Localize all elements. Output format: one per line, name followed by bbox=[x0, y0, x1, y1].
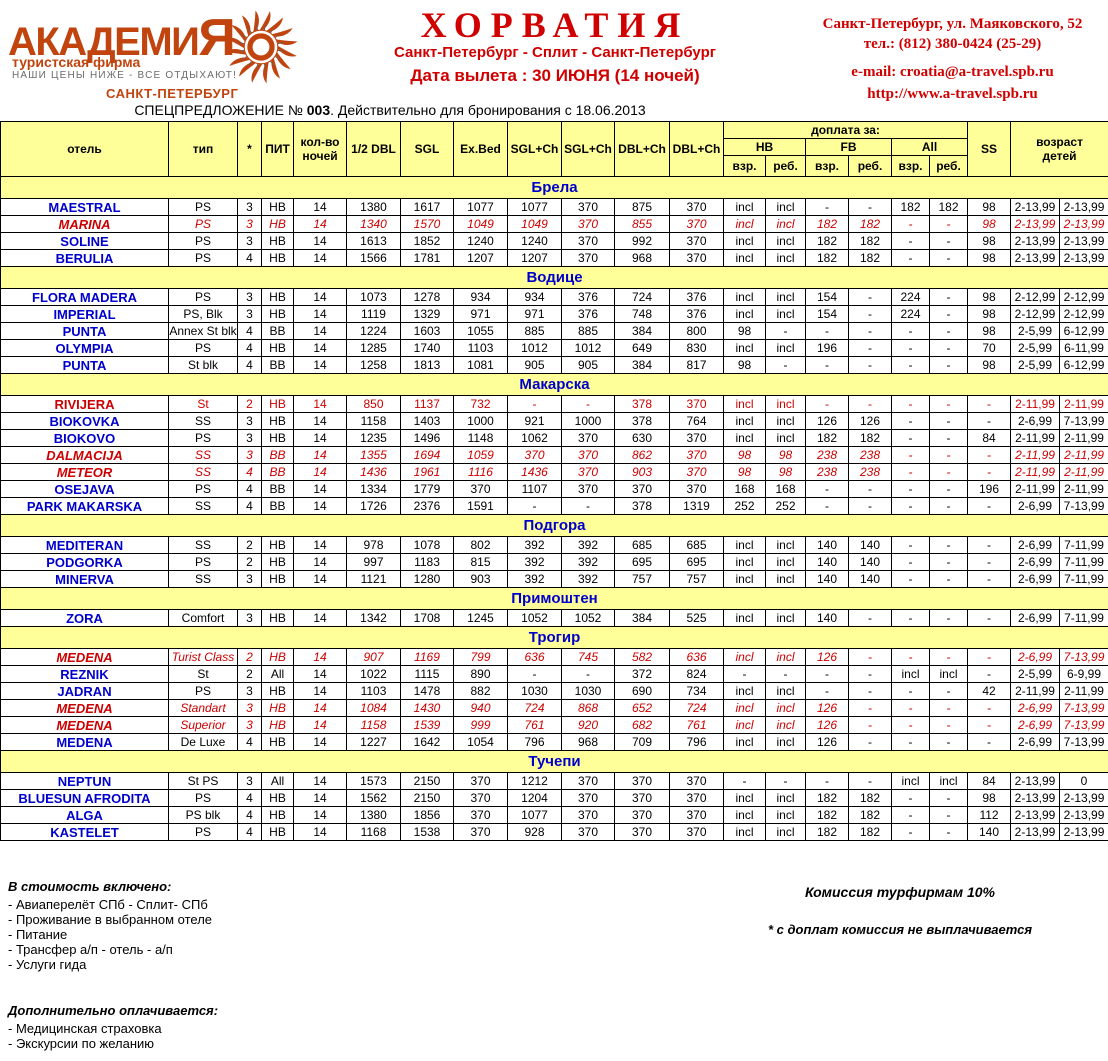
svg-text:туристская фирма: туристская фирма bbox=[12, 54, 140, 70]
